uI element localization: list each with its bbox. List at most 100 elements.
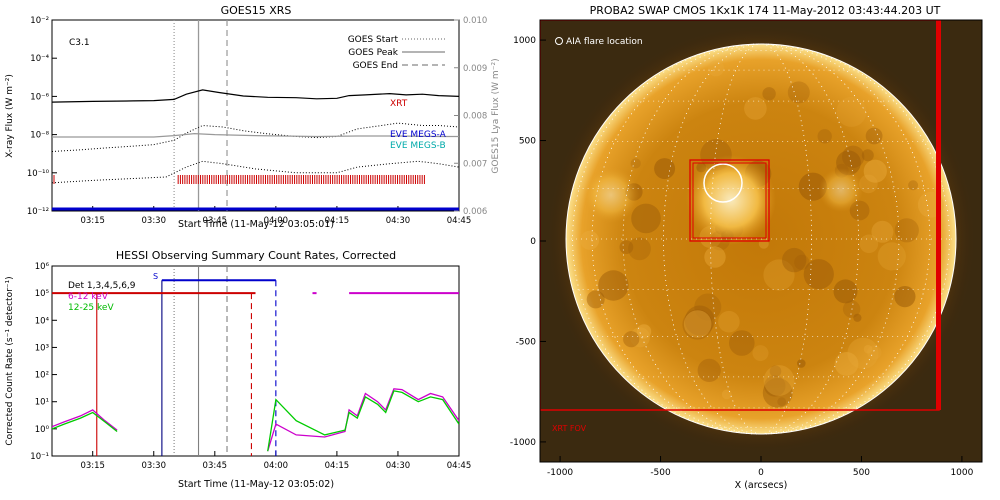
hessi-x-tick-label: 04:45 <box>447 461 472 471</box>
goes-x-tick-label: 03:45 <box>203 216 228 226</box>
hessi-x-tick-label: 03:45 <box>203 461 228 471</box>
disk-mottle <box>623 331 640 348</box>
goes-right-tick-label: 0.008 <box>463 112 487 122</box>
disk-mottle <box>861 149 874 162</box>
disk-mottle <box>787 81 810 104</box>
swap-x-tick-label: 0 <box>758 468 764 478</box>
hessi-legend: Det 1,3,4,5,6,9 6-12 keV 12-25 keV <box>68 281 136 313</box>
goes-x-tick-label: 03:30 <box>142 216 167 226</box>
disk-mottle <box>763 365 795 396</box>
swap-y-tick-label: -1000 <box>510 438 536 448</box>
swap-y-tick-label: 500 <box>519 137 536 147</box>
series-xrt <box>52 89 459 103</box>
limb-circle <box>565 43 957 435</box>
disk-mottle <box>782 247 807 273</box>
goes-y-tick-label: 10⁻⁶ <box>30 92 49 102</box>
disk-mottle <box>708 60 724 77</box>
goes-x-tick-label: 04:15 <box>325 216 350 226</box>
xrt-observation-ticks <box>53 175 425 184</box>
flare-box <box>689 159 770 242</box>
disk-mottle <box>744 97 767 120</box>
longitude-line <box>663 43 859 435</box>
disk-mottle <box>694 293 722 321</box>
goes-right-axis: 0.006 0.007 0.008 0.009 0.010 <box>454 16 487 217</box>
disk-mottle <box>764 375 786 397</box>
hessi-frame <box>51 265 460 457</box>
legend-det: Det 1,3,4,5,6,9 <box>68 281 136 291</box>
disk-mottle <box>682 309 713 340</box>
goes-right-tick-label: 0.009 <box>463 64 487 74</box>
hessi-y-tick-label: 10⁰ <box>35 425 50 435</box>
disk-mottle <box>803 259 834 290</box>
disk-mottle <box>721 389 732 400</box>
longitude-line <box>572 43 950 435</box>
hessi-x-tick-label: 03:15 <box>80 461 105 471</box>
goes-x-tick-label: 04:30 <box>386 216 411 226</box>
eve-megs-b-label: EVE MEGS-B <box>390 141 446 151</box>
flare-box-inner <box>692 162 767 239</box>
goes-ylabel-left: X-ray Flux (W m⁻²) <box>5 74 15 158</box>
goes-title: GOES15 XRS <box>221 4 292 17</box>
legend-12-25: 12-25 keV <box>68 303 114 313</box>
disk-mottle <box>853 313 862 322</box>
eve-megs-a-label: EVE MEGS-A <box>390 130 447 140</box>
hessi-x-tick-label: 03:30 <box>142 461 167 471</box>
disk-mottle <box>769 365 782 378</box>
goes-ylabel-right: GOES15 Lya Flux (W m⁻²) <box>491 58 501 173</box>
disk-mottle <box>619 240 634 255</box>
disk-mottle <box>636 324 652 339</box>
goes-y-tick-label: 10⁻¹² <box>27 207 49 217</box>
bright-patch <box>819 168 863 212</box>
heliographic-grid <box>566 43 956 435</box>
disk-mottle <box>842 145 865 168</box>
hessi-y-tick-label: 10³ <box>35 343 49 353</box>
disk-mottle <box>630 158 641 169</box>
longitude-line <box>710 43 812 435</box>
disk-mottle <box>794 254 810 270</box>
disk-mottle <box>763 259 795 291</box>
goes-y-tick-label: 10⁻¹⁰ <box>27 169 50 179</box>
disk-mottle <box>908 180 919 191</box>
goes-x-tick-label: 04:00 <box>264 216 289 226</box>
hessi-title: HESSI Observing Summary Count Rates, Cor… <box>116 249 396 262</box>
series-lya <box>52 132 459 138</box>
swap-x-tick-label: -1000 <box>547 468 573 478</box>
disk-mottle <box>833 279 858 304</box>
disk-mottle <box>684 305 715 336</box>
swap-xlabel: X (arcsecs) <box>735 480 788 491</box>
swap-x-axis: -1000 -500 0 500 1000 <box>547 456 974 478</box>
bright-patch <box>583 167 639 223</box>
disk-mottle <box>683 310 712 338</box>
swap-x-tick-label: 500 <box>853 468 870 478</box>
disk-mottle <box>758 238 769 249</box>
disk-mottle <box>867 345 882 360</box>
hessi-plot-area <box>52 266 459 456</box>
hessi-y-tick-label: 10⁴ <box>35 316 50 326</box>
disk-mottle <box>865 127 883 145</box>
swap-panel: PROBA2 SWAP CMOS 1Kx1K 174 11-May-2012 0… <box>510 4 983 491</box>
hessi-y-axis: 10⁻¹ 10⁰ 10¹ 10² 10³ 10⁴ 10⁵ 10⁶ <box>30 262 57 462</box>
swap-x-tick-label: 1000 <box>950 468 973 478</box>
hessi-x-tick-label: 04:00 <box>264 461 289 471</box>
disk-mottle <box>704 246 726 268</box>
legend-goes-end: GOES End <box>353 61 398 71</box>
disk-mottle <box>797 359 806 368</box>
swap-y-axis: -1000 -500 0 500 1000 <box>510 36 546 448</box>
xrt-fov-label: XRT FOV <box>552 424 587 433</box>
hessi-x-axis: 03:15 03:30 03:45 04:00 04:15 04:30 04:45 <box>80 451 471 471</box>
disk-mottle <box>834 352 859 376</box>
disk-mottle <box>628 237 651 261</box>
series-12-25-kev <box>52 411 118 433</box>
disk-mottle <box>894 218 919 243</box>
series-6-12-kev <box>267 388 459 452</box>
aia-flare-label: AIA flare location <box>566 37 643 47</box>
goes-x-tick-label: 04:45 <box>447 216 472 226</box>
hessi-y-tick-label: 10¹ <box>35 398 49 408</box>
goes-legend: GOES Start GOES Peak GOES End <box>348 35 445 71</box>
goes-y-tick-label: 10⁻⁴ <box>30 54 49 64</box>
swap-title: PROBA2 SWAP CMOS 1Kx1K 174 11-May-2012 0… <box>590 4 941 17</box>
disk-mottle <box>847 337 879 369</box>
swap-image <box>540 20 982 462</box>
goes-panel: GOES15 XRS 10⁻¹² 10⁻¹⁰ 10⁻⁸ 10⁻⁶ 10⁻⁴ 10⁻² 0.… <box>5 4 501 230</box>
longitude-line <box>591 43 931 435</box>
